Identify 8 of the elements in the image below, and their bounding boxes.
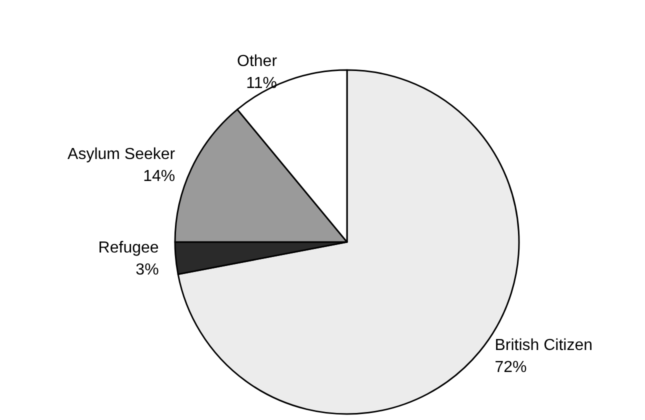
data-label: 14% <box>143 168 176 185</box>
slice-label: Other <box>237 53 278 70</box>
data-label: 72% <box>494 359 527 376</box>
slice-label: Refugee <box>98 239 159 256</box>
slice-label: Asylum Seeker <box>68 146 176 163</box>
data-label: 3% <box>136 261 159 278</box>
data-label: 11% <box>246 75 278 92</box>
slice-label: British Citizen <box>494 337 593 354</box>
